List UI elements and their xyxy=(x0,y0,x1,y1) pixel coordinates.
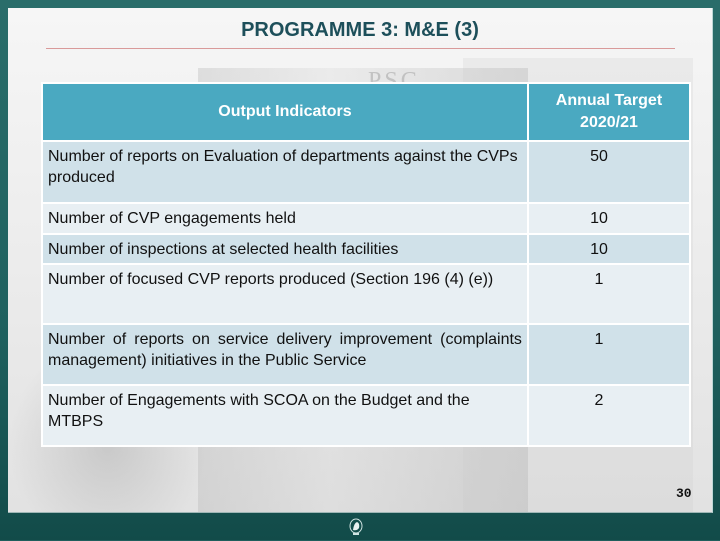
indicator-cell: Number of reports on Evaluation of depar… xyxy=(43,142,527,202)
column-header-output-indicators: Output Indicators xyxy=(43,84,527,140)
indicator-cell: Number of inspections at selected health… xyxy=(43,235,527,263)
target-cell: 2 xyxy=(528,386,689,445)
page-number: 30 xyxy=(676,486,692,501)
output-indicators-table: Output Indicators Annual Target 2020/21 … xyxy=(41,82,691,447)
table-header-row: Output Indicators Annual Target 2020/21 xyxy=(43,84,689,140)
target-cell: 10 xyxy=(528,204,689,233)
target-cell: 1 xyxy=(528,265,689,323)
title-underline-divider xyxy=(46,48,675,49)
target-cell: 1 xyxy=(528,325,689,384)
indicator-cell: Number of reports on service delivery im… xyxy=(43,325,527,384)
table-row: Number of CVP engagements held 10 xyxy=(43,204,689,233)
slide-title: PROGRAMME 3: M&E (3) xyxy=(241,19,479,41)
target-cell: 50 xyxy=(528,142,689,202)
column-header-annual-target: Annual Target 2020/21 xyxy=(528,84,689,140)
target-cell: 10 xyxy=(528,235,689,263)
indicator-cell: Number of CVP engagements held xyxy=(43,204,527,233)
annual-target-year: 2020/21 xyxy=(580,114,638,131)
table-row: Number of Engagements with SCOA on the B… xyxy=(43,386,689,445)
annual-target-label: Annual Target xyxy=(555,92,663,109)
table-row: Number of reports on service delivery im… xyxy=(43,325,689,384)
psc-emblem-icon xyxy=(349,518,363,536)
indicator-cell: Number of focused CVP reports produced (… xyxy=(43,265,527,323)
table-row: Number of reports on Evaluation of depar… xyxy=(43,142,689,202)
table-row: Number of inspections at selected health… xyxy=(43,235,689,263)
table-row: Number of focused CVP reports produced (… xyxy=(43,265,689,323)
indicator-cell: Number of Engagements with SCOA on the B… xyxy=(43,386,527,445)
